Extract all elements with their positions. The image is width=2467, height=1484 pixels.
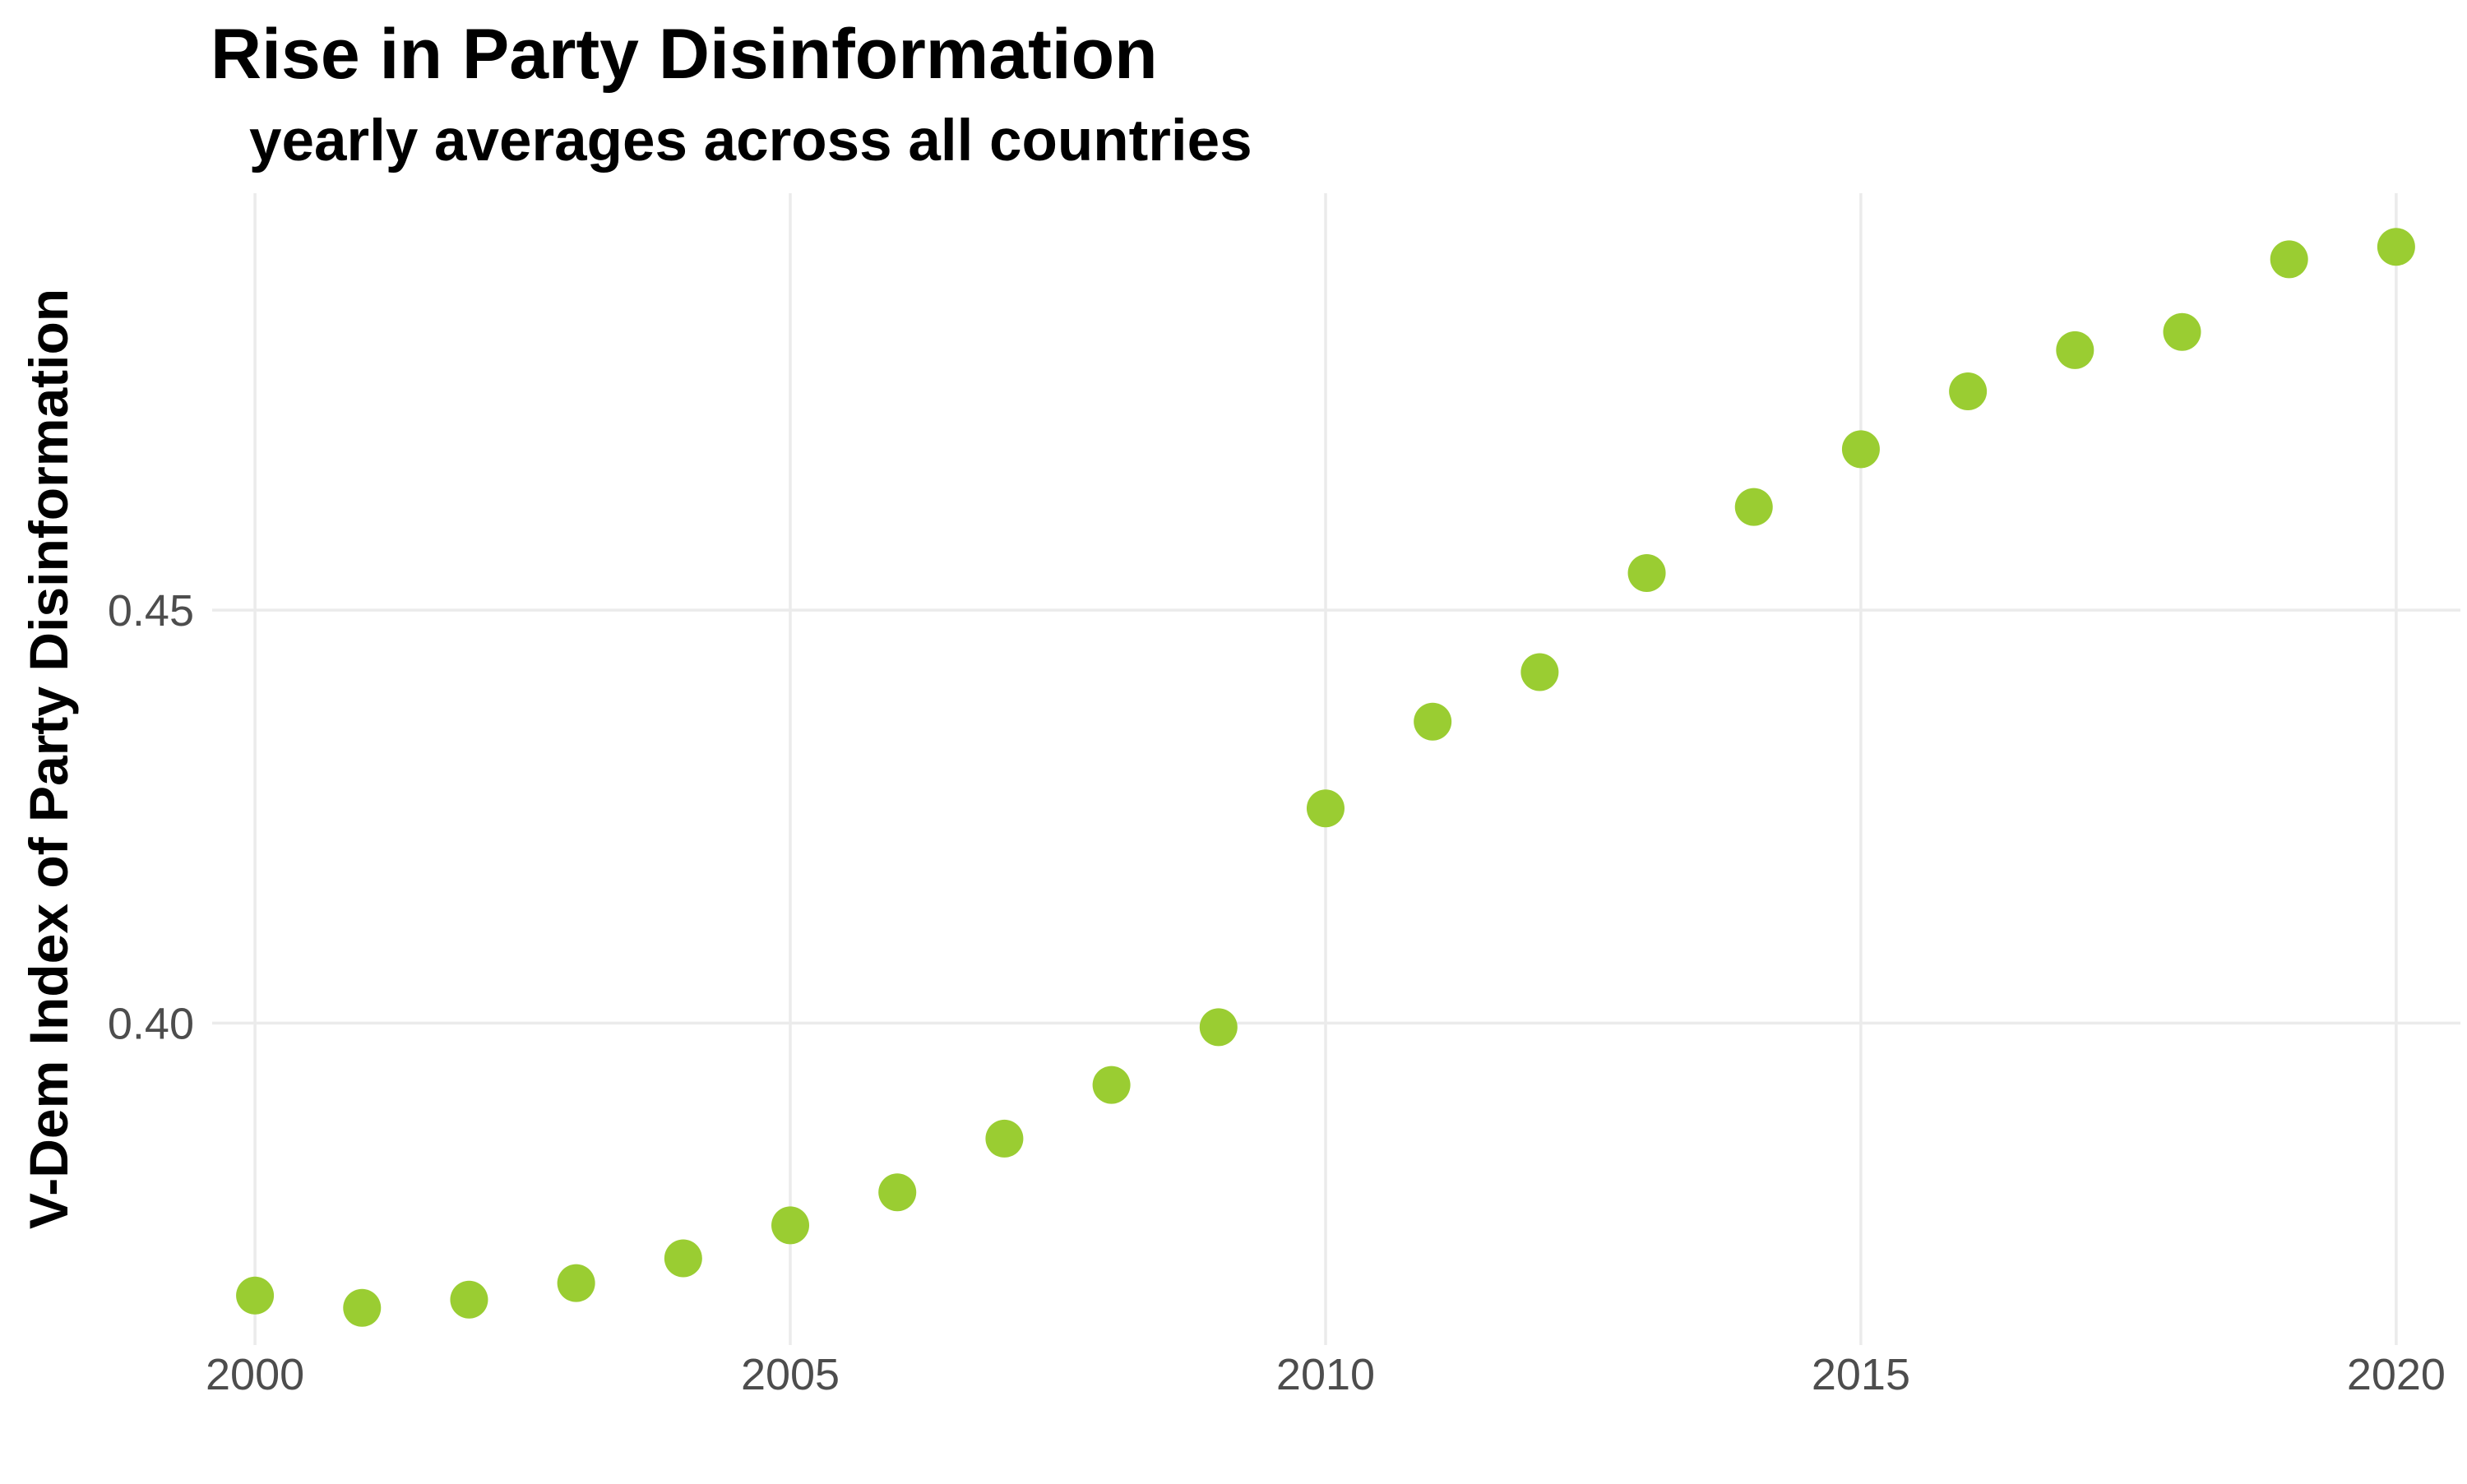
y-axis-label: V-Dem Index of Party Disinformation: [18, 289, 79, 1229]
x-tick-label: 2005: [741, 1350, 840, 1399]
data-point: [771, 1206, 810, 1245]
data-point: [985, 1119, 1024, 1158]
data-point: [450, 1280, 488, 1319]
data-points: [236, 228, 2415, 1327]
data-point: [236, 1276, 275, 1315]
x-tick-label: 2000: [206, 1350, 304, 1399]
x-tick-label: 2015: [1812, 1350, 1910, 1399]
data-point: [2056, 331, 2094, 369]
data-point: [343, 1288, 382, 1327]
chart-subtitle: yearly averages across all countries: [249, 109, 1252, 173]
chart-title: Rise in Party Disinformation: [211, 15, 1158, 94]
data-point: [1627, 553, 1666, 592]
x-tick-label: 2020: [2347, 1350, 2446, 1399]
x-tick-label: 2010: [1276, 1350, 1375, 1399]
y-tick-label: 0.40: [108, 999, 194, 1048]
data-point: [878, 1173, 917, 1212]
data-point: [1949, 372, 1988, 411]
data-point: [2377, 228, 2415, 266]
data-point: [2163, 312, 2201, 351]
data-point: [1520, 653, 1559, 691]
data-point: [1841, 430, 1880, 469]
data-point: [1306, 789, 1345, 828]
data-point: [1199, 1008, 1238, 1047]
data-point: [1734, 488, 1773, 526]
data-point: [1092, 1066, 1131, 1104]
gridlines: [212, 193, 2460, 1345]
data-point: [1414, 702, 1452, 741]
y-tick-label: 0.45: [108, 586, 194, 636]
tick-labels: 2000 2005 2010 2015 2020 0.40 0.45: [108, 586, 2446, 1399]
data-point: [664, 1239, 702, 1278]
data-point: [557, 1264, 595, 1302]
data-point: [2270, 240, 2308, 279]
